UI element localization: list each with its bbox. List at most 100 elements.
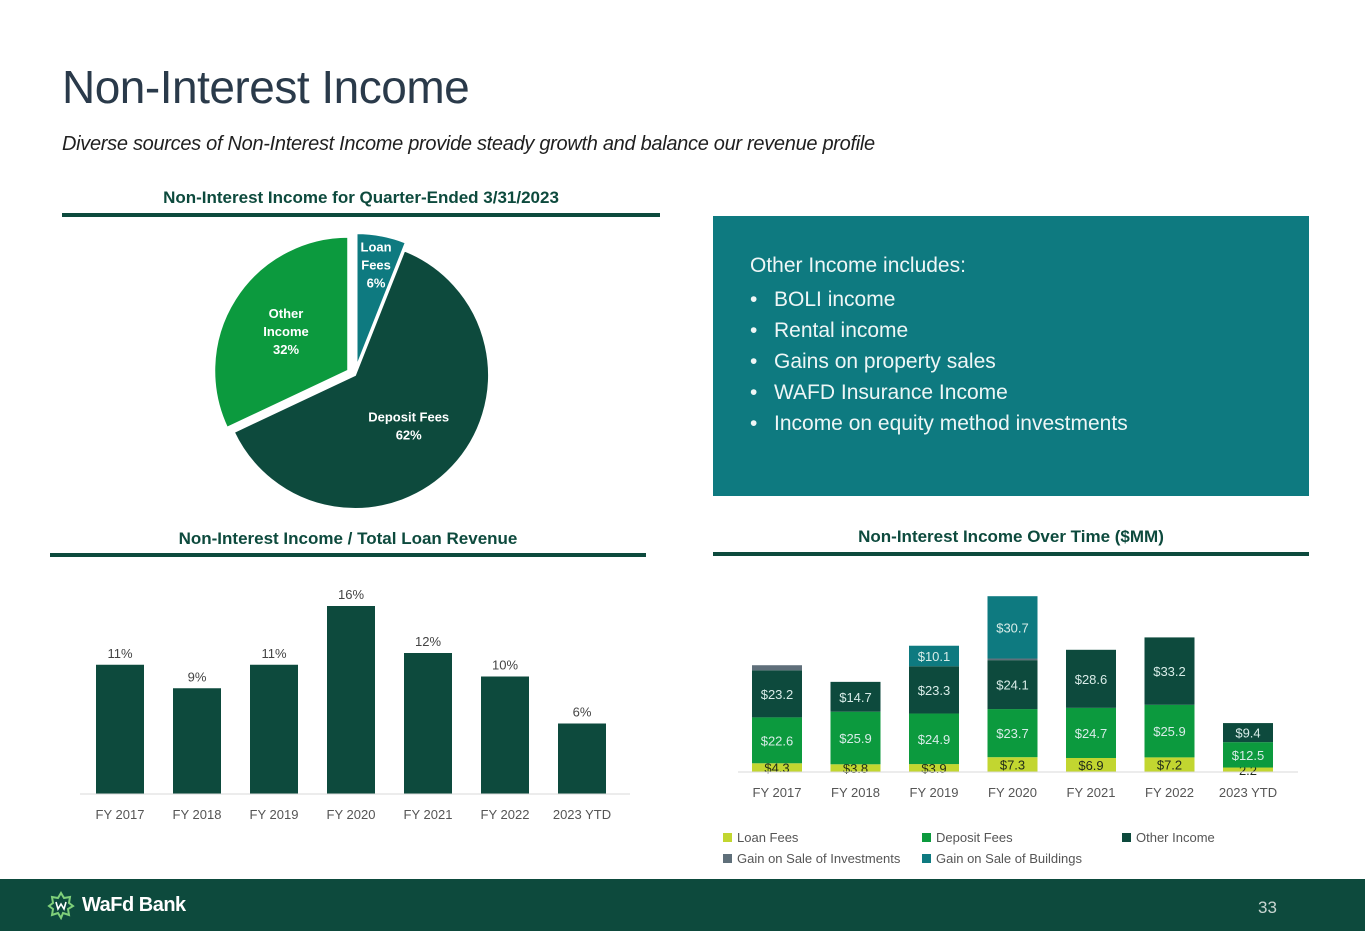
legend-label: Gain on Sale of Investments xyxy=(737,851,901,866)
page-subtitle: Diverse sources of Non-Interest Income p… xyxy=(62,133,875,155)
stack-category-label: 2023 YTD xyxy=(1219,785,1277,800)
pie-section-rule xyxy=(62,213,660,217)
stack-segment-label: $24.7 xyxy=(1075,726,1108,741)
legend-label: Loan Fees xyxy=(737,830,799,845)
legend-entry: Loan Fees xyxy=(723,830,798,845)
stack-segment-label: $7.3 xyxy=(1000,758,1025,773)
pie-label-line: Deposit Fees xyxy=(368,409,449,424)
pie-slice-label: Loan Fees 6% xyxy=(361,239,392,290)
ratio-category-label: FY 2018 xyxy=(173,807,222,822)
stack-segment-other-income xyxy=(1066,649,1116,708)
logo-mark-icon xyxy=(47,891,75,920)
stack-segment-other-income xyxy=(1223,723,1273,743)
stack-segment-label: $12.5 xyxy=(1232,748,1265,763)
stack-segment-deposit-fees xyxy=(830,711,881,765)
stack-segment-label: $30.7 xyxy=(996,620,1029,635)
ratio-bar-label: 12% xyxy=(415,634,441,649)
stack-segment-loan-fees xyxy=(752,763,802,772)
stack-segment-label: $25.9 xyxy=(839,731,872,746)
pie-chart: Loan Fees 6% Deposit Fees 62% Other Income 32% xyxy=(213,232,490,510)
stack-segment-gain-on-sale-of-investments xyxy=(987,658,1038,661)
footer-bar xyxy=(0,879,1365,931)
ratio-bar-chart: 11% FY 2017 9% FY 2018 11% FY 2019 16% FY 2020 1… xyxy=(80,587,630,822)
stack-section-title: Non-Interest Income Over Time ($MM) xyxy=(858,527,1164,546)
other-income-info-box: Other Income includes: • BOLI income • Rent… xyxy=(713,216,1309,496)
stack-segment-deposit-fees xyxy=(909,713,959,765)
pie-label-line: Fees xyxy=(361,257,391,272)
ratio-bar-label: 6% xyxy=(573,705,592,720)
bullet-icon: • xyxy=(750,288,758,311)
wafd-logo: WaFd Bank xyxy=(46,890,186,920)
stack-segment-deposit-fees xyxy=(1066,707,1116,758)
pie-slice-loan-fees xyxy=(355,232,408,368)
stack-segment-other-income xyxy=(987,660,1038,710)
ratio-bar-label: 11% xyxy=(261,646,286,661)
legend-entry: Gain on Sale of Buildings xyxy=(922,851,1082,866)
pie-section-title: Non-Interest Income for Quarter-Ended 3/… xyxy=(163,188,559,207)
page-number: 33 xyxy=(1258,898,1277,917)
legend-entry: Deposit Fees xyxy=(922,830,1013,845)
stack-segment-loan-fees xyxy=(987,757,1038,772)
ratio-bar xyxy=(96,664,144,794)
legend-swatch-icon xyxy=(922,833,931,842)
stack-segment-other-income xyxy=(1144,637,1195,705)
ratio-category-label: FY 2019 xyxy=(250,807,299,822)
legend-swatch-icon xyxy=(723,833,732,842)
stack-segment-other-income xyxy=(752,670,802,718)
legend-label: Deposit Fees xyxy=(936,830,1013,845)
legend-swatch-icon xyxy=(723,854,732,863)
info-list-text: Rental income xyxy=(774,319,909,342)
info-list: • BOLI income • Rental income • Gains on prop… xyxy=(750,284,1128,439)
bullet-icon: • xyxy=(750,412,758,435)
bullet-icon: • xyxy=(750,319,758,342)
stack-segment-deposit-fees xyxy=(1223,742,1273,768)
pie-label-line: 62% xyxy=(396,427,422,442)
info-list-text: Income on equity method investments xyxy=(774,412,1128,435)
stack-segment-label: $23.3 xyxy=(918,683,951,698)
ratio-section-title: Non-Interest Income / Total Loan Revenue xyxy=(178,529,518,548)
ratio-category-label: 2023 YTD xyxy=(553,807,611,822)
legend-label: Other Income xyxy=(1136,830,1215,845)
stack-category-label: FY 2018 xyxy=(831,785,880,800)
stack-segment-gain-on-sale-of-investments xyxy=(752,665,802,671)
legend-entry: Gain on Sale of Investments xyxy=(723,851,900,866)
ratio-category-label: FY 2022 xyxy=(481,807,530,822)
bullet-icon: • xyxy=(750,350,758,373)
stack-segment-loan-fees xyxy=(1144,757,1195,772)
stack-segment-label: $23.7 xyxy=(996,726,1029,741)
pie-label-line: 6% xyxy=(367,275,386,290)
info-list-text: WAFD Insurance Income xyxy=(774,381,1008,404)
info-list-item: • WAFD Insurance Income xyxy=(750,377,1128,408)
ratio-bar xyxy=(327,606,375,794)
stack-category-label: FY 2022 xyxy=(1145,785,1194,800)
stack-category-label: FY 2020 xyxy=(988,785,1037,800)
stack-segment-label: $25.9 xyxy=(1153,724,1186,739)
ratio-bar xyxy=(173,688,221,794)
ratio-bar xyxy=(250,664,298,794)
stack-category-label: FY 2017 xyxy=(753,785,802,800)
stack-segment-label: $24.1 xyxy=(996,678,1029,693)
ratio-category-label: FY 2020 xyxy=(327,807,376,822)
bullet-icon: • xyxy=(750,381,758,404)
legend-swatch-icon xyxy=(922,854,931,863)
stack-segment-other-income xyxy=(830,681,881,712)
stack-segment-loan-fees xyxy=(909,764,959,772)
ratio-bar xyxy=(404,653,452,794)
ratio-bar xyxy=(481,676,529,794)
stack-segment-gain-on-sale-of-buildings xyxy=(987,596,1038,659)
stack-segment-label: $6.9 xyxy=(1078,758,1103,773)
info-list-item: • Rental income xyxy=(750,315,1128,346)
pie-slice-label: Deposit Fees 62% xyxy=(368,409,449,442)
stack-segment-other-income xyxy=(909,666,959,714)
ratio-section-rule xyxy=(50,553,646,557)
stacked-bar-chart: $4.3$22.6$23.2FY 2017$3.8$25.9$14.7FY 20… xyxy=(738,596,1298,800)
info-list-item: • BOLI income xyxy=(750,284,1128,315)
pie-label-line: Loan xyxy=(361,239,392,254)
stack-category-label: FY 2019 xyxy=(910,785,959,800)
pie-slice-deposit-fees xyxy=(232,249,490,510)
logo-text: WaFd Bank xyxy=(82,893,186,916)
pie-slice-other-income xyxy=(213,235,350,430)
pie-label-line: 32% xyxy=(273,342,299,357)
stack-segment-label: $7.2 xyxy=(1157,758,1182,773)
stack-segment-loan-fees xyxy=(830,764,881,772)
